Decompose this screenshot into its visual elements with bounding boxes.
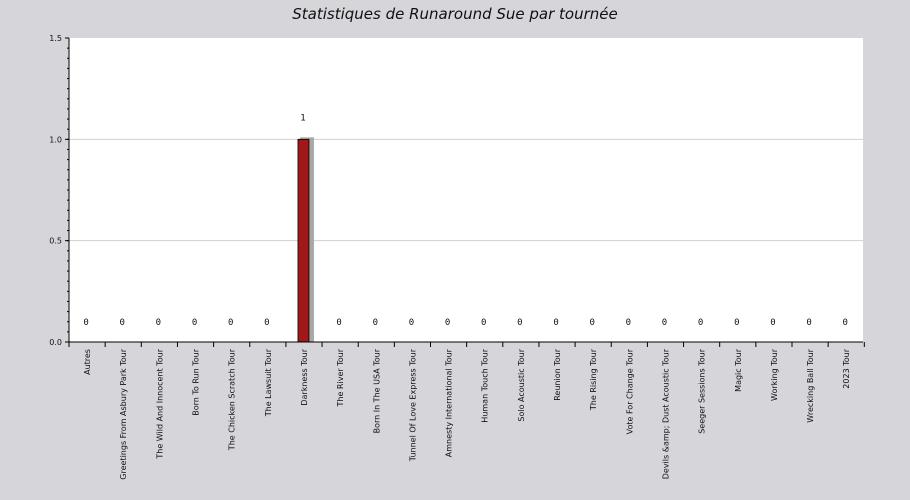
data-label: 0 <box>409 318 414 328</box>
y-ticks: 0.0 0.5 1.0 1.5 <box>49 34 69 347</box>
x-tick-label: Magic Tour <box>734 348 743 392</box>
y-tick-label: 0.0 <box>49 338 62 347</box>
x-tick-label: The Wild And Innocent Tour <box>155 348 164 459</box>
y-tick-label: 1.5 <box>49 34 62 43</box>
y-tick-label: 1.0 <box>49 135 62 144</box>
x-tick-label: Amnesty International Tour <box>445 348 454 457</box>
data-label: 0 <box>589 318 594 328</box>
x-tick-label: Born In The USA Tour <box>372 348 381 433</box>
x-tick-label: Wrecking Ball Tour <box>806 348 815 422</box>
data-label: 0 <box>120 318 125 328</box>
value-labels: 0 0 0 0 0 0 1 0 0 0 0 0 0 0 0 0 0 0 0 0 0 0 <box>83 113 848 328</box>
bars <box>297 137 314 343</box>
x-tick-label: Darkness Tour <box>300 348 309 405</box>
x-labels: Autres Greetings From Asbury Park Tour The… <box>83 348 851 479</box>
x-tick-label: Solo Acoustic Tour <box>517 348 526 421</box>
x-tick-label: The Rising Tour <box>589 348 598 411</box>
grid <box>69 138 863 242</box>
data-label: 0 <box>228 318 233 328</box>
data-label: 1 <box>300 113 305 123</box>
plot-area <box>69 38 863 342</box>
data-label: 0 <box>156 318 161 328</box>
data-label: 0 <box>806 318 811 328</box>
x-tick-label: Greetings From Asbury Park Tour <box>119 348 128 479</box>
x-tick-label: Human Touch Tour <box>481 348 490 422</box>
data-label: 0 <box>517 318 522 328</box>
x-tick-label: Born To Run Tour <box>192 348 201 415</box>
x-tick-label: Devils &amp; Dust Acoustic Tour <box>661 348 670 479</box>
data-label: 0 <box>770 318 775 328</box>
data-label: 0 <box>662 318 667 328</box>
x-tick-label: Tunnel Of Love Express Tour <box>408 348 417 462</box>
data-label: 0 <box>373 318 378 328</box>
x-tick-label: The River Tour <box>336 348 345 407</box>
data-label: 0 <box>553 318 558 328</box>
x-tick-label: Seeger Sessions Tour <box>698 348 707 433</box>
x-tick-label: Autres <box>83 349 92 375</box>
data-label: 0 <box>698 318 703 328</box>
data-label: 0 <box>445 318 450 328</box>
x-tick-label: The Lawsuit Tour <box>264 348 273 417</box>
data-label: 0 <box>83 318 88 328</box>
bar <box>297 138 310 343</box>
data-label: 0 <box>264 318 269 328</box>
x-tick-label: Working Tour <box>770 348 779 401</box>
data-label: 0 <box>843 318 848 328</box>
data-label: 0 <box>481 318 486 328</box>
data-label: 0 <box>336 318 341 328</box>
chart-title: Statistiques de Runaround Sue par tourné… <box>292 5 618 23</box>
y-tick-label: 0.5 <box>49 237 62 246</box>
x-tick-label: 2023 Tour <box>842 348 851 388</box>
data-label: 0 <box>192 318 197 328</box>
x-tick-label: The Chicken Scratch Tour <box>228 348 237 451</box>
x-tick-label: Vote For Change Tour <box>625 348 634 434</box>
x-tick-label: Reunion Tour <box>553 348 562 400</box>
data-label: 0 <box>626 318 631 328</box>
data-label: 0 <box>734 318 739 328</box>
